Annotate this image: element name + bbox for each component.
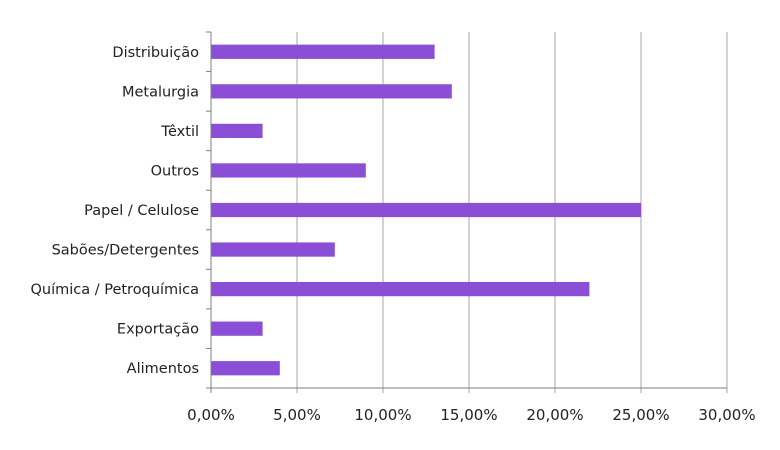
category-label: Metalurgia (122, 84, 199, 100)
x-tick-label: 20,00% (526, 406, 583, 424)
bar (211, 44, 435, 59)
x-tick-label: 5,00% (273, 406, 321, 424)
category-label: Exportação (117, 322, 199, 338)
category-label: Têxtil (160, 124, 199, 140)
labels: 0,00% 5,00% 10,00% 15,00% 20,00% 25,00% 30,00%… (30, 45, 755, 424)
bar (211, 84, 452, 99)
x-tick-label: 25,00% (612, 406, 669, 424)
category-label: Química / Petroquímica (30, 282, 199, 298)
category-label: Outros (151, 163, 199, 179)
bar (211, 123, 263, 139)
bar (211, 361, 280, 376)
category-label: Alimentos (127, 361, 199, 377)
axes (206, 31, 727, 393)
category-label: Papel / Celulose (84, 203, 199, 219)
category-label: Sabões/Detergentes (52, 243, 199, 259)
bar (211, 202, 641, 218)
bar (211, 321, 263, 336)
x-tick-label: 15,00% (440, 406, 497, 424)
x-tick-label: 0,00% (187, 406, 235, 424)
bar (211, 281, 590, 297)
x-tick-label: 10,00% (354, 406, 411, 424)
bar (211, 242, 335, 257)
bars (211, 44, 641, 376)
x-tick-label: 30,00% (698, 406, 755, 424)
bar (211, 163, 366, 178)
category-label: Distribuição (112, 45, 199, 61)
